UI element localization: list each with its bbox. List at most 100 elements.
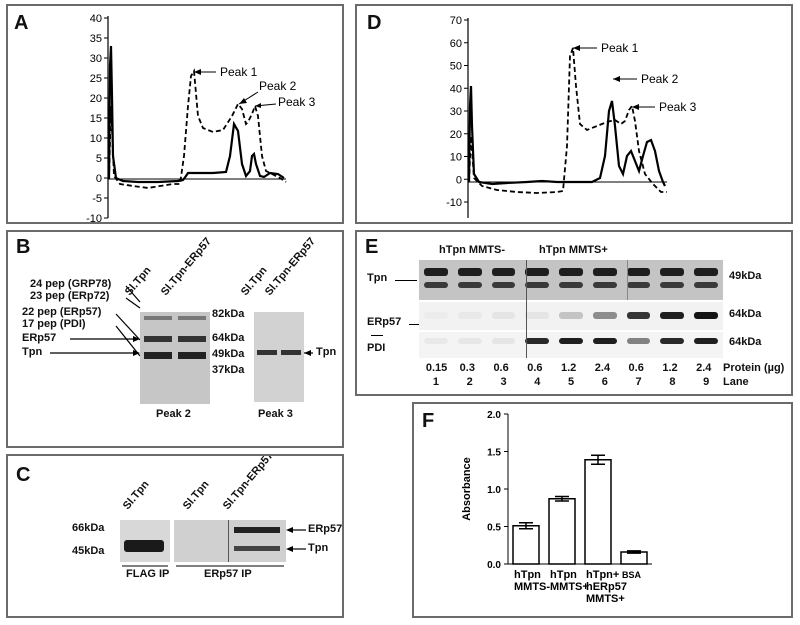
- category-label: BSA: [622, 570, 642, 580]
- category-label: MMTS+: [586, 593, 625, 605]
- blot-band: [457, 338, 482, 344]
- annotation-pdi: 17 pep (PDI): [22, 318, 86, 330]
- blot-band: [525, 312, 550, 319]
- protein-amount: 0.3: [459, 362, 475, 374]
- blot-band: [626, 312, 651, 319]
- blot-band: [559, 312, 583, 319]
- gel-erp57-ip: [174, 520, 286, 562]
- blot-band: [559, 282, 583, 288]
- gel-peak3: [254, 312, 304, 402]
- blot-band: [559, 338, 583, 344]
- label-tpn-right: Tpn: [316, 346, 337, 358]
- category-label: hERp57: [586, 581, 627, 593]
- label-tpn-c: Tpn: [308, 542, 329, 554]
- y-tick-label: 10: [450, 152, 462, 164]
- peak2-arrowhead: [239, 98, 247, 104]
- dashed-trace: [468, 47, 667, 194]
- marker-37kda: 37kDa: [212, 364, 245, 376]
- peak2-caption: Peak 2: [156, 408, 191, 420]
- peak1-label: Peak 1: [601, 41, 639, 55]
- panel-c-arrows: [122, 527, 306, 567]
- peak2-label: Peak 2: [641, 72, 679, 86]
- category-label: MMTS+: [550, 581, 589, 593]
- lane-number: 2: [466, 376, 473, 388]
- y-tick-label: 15: [90, 113, 102, 125]
- y-tick-label: -5: [92, 193, 102, 205]
- panel-f: F Absorbance 0.0 0.5 1.0 1.5 2.0 hTpn MMTS-hTpn…: [412, 402, 793, 618]
- panel-d: D 70 60 50 40 30 20 10 0 -10 Peak 1 Peak 2 Peak …: [355, 4, 793, 224]
- category-label: MMTS-: [514, 581, 550, 593]
- blot-band: [457, 312, 482, 319]
- panel-letter: D: [367, 12, 382, 34]
- y-tick-label: 30: [90, 53, 102, 65]
- blot-band: [491, 282, 516, 288]
- y-tick-label: 0.0: [487, 560, 501, 571]
- y-tick-label: 0: [96, 173, 102, 185]
- blot-band: [660, 312, 685, 319]
- lane-number: 4: [534, 376, 541, 388]
- y-tick-label: 1.5: [487, 448, 501, 459]
- blot-band: [626, 338, 651, 344]
- panel-letter: C: [16, 464, 31, 486]
- solid-trace: [107, 45, 285, 184]
- marker-64kda: 64kDa: [729, 308, 762, 320]
- protein-amount: 0.6: [628, 362, 644, 374]
- panel-b: B 24 pep (GRP78) 23 pep (ERp72) 22 pep (…: [6, 230, 344, 448]
- blot-tpn: [419, 260, 723, 300]
- row-label-erp57: ERp57: [367, 316, 402, 328]
- blot-band: [424, 282, 448, 288]
- label-erp57-c: ERp57: [308, 523, 343, 535]
- marker-45kda: 45kDa: [72, 545, 105, 557]
- blot-pdi: [419, 332, 723, 358]
- y-tick-label: 40: [450, 83, 462, 95]
- peak3-label: Peak 3: [278, 95, 316, 109]
- panel-b-arrows: [50, 285, 313, 357]
- peak3-caption: Peak 3: [258, 408, 293, 420]
- dashed-trace: [108, 68, 287, 189]
- blot-band: [694, 282, 718, 288]
- blot-band: [660, 268, 685, 276]
- protein-amount: 1.2: [561, 362, 577, 374]
- lane-label: Lane: [723, 376, 749, 388]
- y-tick-label: 2.0: [487, 410, 501, 421]
- y-tick-label: 50: [450, 61, 462, 73]
- panel-letter: E: [365, 236, 379, 258]
- bar: [548, 498, 576, 565]
- blot-band: [491, 268, 516, 276]
- annotation-erp57: 22 pep (ERp57): [22, 306, 102, 318]
- panel-a: A 40 35 30 25 20 15 10 5 0 -5 -10 Peak 1 Peak 2 Pe…: [6, 4, 344, 224]
- group-mmts-plus: hTpn MMTS+: [539, 244, 608, 256]
- blot-band: [491, 312, 516, 319]
- y-tick-label: 1.0: [487, 485, 501, 496]
- blot-band: [592, 268, 617, 276]
- panel-e: E hTpn MMTS- hTpn MMTS+ Tpn ERp57 PDI 49…: [355, 230, 793, 396]
- y-axis-ticks: 40 35 30 25 20 15 10 5 0 -5 -10: [86, 13, 108, 222]
- blot-band: [660, 338, 685, 344]
- label-tpn: Tpn: [22, 346, 43, 358]
- peak2-label: Peak 2: [259, 79, 297, 93]
- y-tick-label: 40: [90, 13, 102, 25]
- marker-64kda: 64kDa: [212, 332, 245, 344]
- bar-chart: Absorbance0.00.51.01.52.0hTpnMMTS-hTpnMM…: [461, 410, 652, 605]
- y-tick-label: 25: [90, 73, 102, 85]
- blot-band: [694, 338, 718, 344]
- bar: [512, 525, 540, 565]
- protein-amount: 0.6: [527, 362, 543, 374]
- annotation-grp78: 24 pep (GRP78): [30, 278, 112, 290]
- marker-82kda: 82kDa: [212, 308, 245, 320]
- y-tick-label: 20: [450, 129, 462, 141]
- y-tick-label: 70: [450, 15, 462, 27]
- row-label-pdi: PDI: [367, 342, 386, 354]
- peak2-arrowhead: [613, 76, 620, 82]
- lane-number: 7: [635, 376, 642, 388]
- peak1-label: Peak 1: [220, 65, 258, 79]
- group-mmts-minus: hTpn MMTS-: [439, 244, 505, 256]
- y-tick-label: 60: [450, 38, 462, 50]
- lane-divider: [627, 260, 628, 300]
- panel-c: C Sl.Tpn Sl.Tpn Sl.Tpn-ERp57 66kDa 45kDa…: [6, 454, 344, 618]
- blot-band: [592, 312, 617, 319]
- category-label: hTpn: [550, 569, 577, 581]
- protein-amount: 1.2: [662, 362, 678, 374]
- peak1-arrowhead: [194, 69, 201, 75]
- group-erp57-ip: ERp57 IP: [204, 568, 252, 580]
